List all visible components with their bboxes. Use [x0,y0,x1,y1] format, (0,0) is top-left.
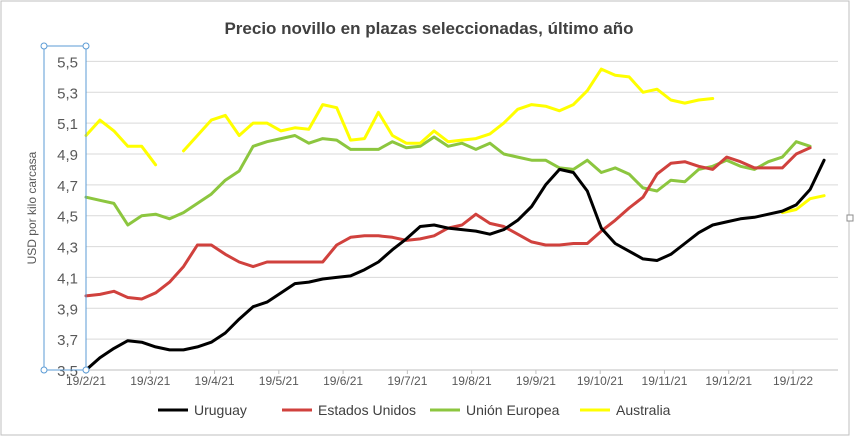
selection-handle[interactable] [40,366,48,374]
x-tick-label: 19/7/21 [387,374,427,388]
x-tick-label: 19/1/22 [773,374,813,388]
selection-handle[interactable] [40,42,48,50]
x-tick-label: 19/10/21 [577,374,624,388]
legend-label-union-europea: Unión Europea [466,402,560,418]
series-lines [84,67,826,372]
y-tick-label: 4,5 [57,209,78,226]
x-tick-label: 19/2/21 [66,374,106,388]
y-tick-label: 4,7 [57,178,78,195]
series-line-uruguay [84,158,826,372]
x-tick-labels: 19/2/21 19/3/21 19/4/21 19/5/21 19/6/21 19/7/… [66,370,813,388]
series-line-australia [84,67,826,215]
y-tick-label: 3,5 [57,363,78,380]
x-tick-label: 19/9/21 [516,374,556,388]
series-line-union-europea [84,134,812,227]
y-tick-label: 5,1 [57,116,78,133]
legend-label-uruguay: Uruguay [194,402,247,418]
y-tick-label: 4,9 [57,147,78,164]
legend-label-estados-unidos: Estados Unidos [318,402,416,418]
x-tick-label: 19/5/21 [259,374,299,388]
chart-title: Precio novillo en plazas seleccionadas, … [224,19,633,38]
axis-selection-box[interactable] [43,45,87,371]
y-axis-label: USD por kilo carcasa [25,151,39,264]
x-tick-label: 19/3/21 [130,374,170,388]
legend: Uruguay Estados Unidos Unión Europea Austra… [158,402,671,418]
selection-handle[interactable] [82,42,90,50]
y-tick-label: 5,5 [57,54,78,71]
chart-resize-handle[interactable] [846,214,854,222]
y-tick-label: 4,3 [57,240,78,257]
y-tick-label: 3,7 [57,332,78,349]
x-tick-label: 19/6/21 [323,374,363,388]
chart-border [0,0,850,436]
y-tick-label: 4,1 [57,270,78,287]
selection-handle[interactable] [82,366,90,374]
x-tick-label: 19/8/21 [452,374,492,388]
x-tick-label: 19/4/21 [195,374,235,388]
legend-label-australia: Australia [616,402,671,418]
y-tick-labels: 3,5 3,7 3,9 4,1 4,3 4,5 4,7 4,9 5,1 5,3 5,5 [57,54,78,380]
x-tick-label: 19/11/21 [642,374,688,388]
y-tick-label: 5,3 [57,85,78,102]
y-tick-label: 3,9 [57,301,78,318]
axis-selection-handles[interactable] [40,42,854,374]
x-tick-label: 19/12/21 [705,374,752,388]
